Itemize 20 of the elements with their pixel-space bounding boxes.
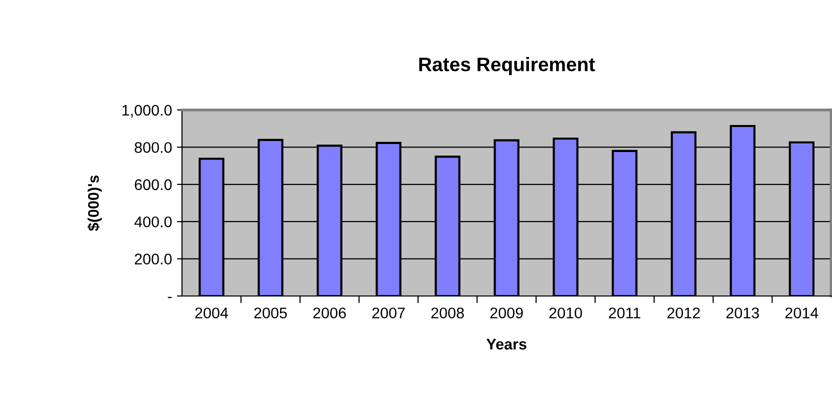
chart-title: Rates Requirement [419,57,595,76]
y-tick-label: 600.0 [134,179,172,190]
x-tick-label: 2012 [667,308,700,318]
x-tick-label: 2010 [549,308,582,318]
y-tick-label: 200.0 [134,254,172,264]
y-axis-title: $(000)'s [87,175,102,231]
x-axis-title: Years [486,338,526,350]
y-tick-label: - [168,296,172,298]
x-tick-label: 2011 [608,308,640,318]
x-tick-label: 2007 [372,308,405,318]
x-tick-label: 2006 [313,308,346,318]
x-tick-label: 2004 [195,308,228,318]
y-tick-label: 400.0 [134,216,172,228]
x-tick-label: 2005 [254,308,287,318]
x-tick-label: 2008 [431,308,464,318]
x-tick-label: 2014 [785,308,818,318]
y-tick-label: 800.0 [134,142,172,153]
y-tick-label: 1,000.0 [122,104,172,118]
x-tick-label: 2013 [726,308,759,318]
x-tick-label: 2009 [490,308,523,318]
